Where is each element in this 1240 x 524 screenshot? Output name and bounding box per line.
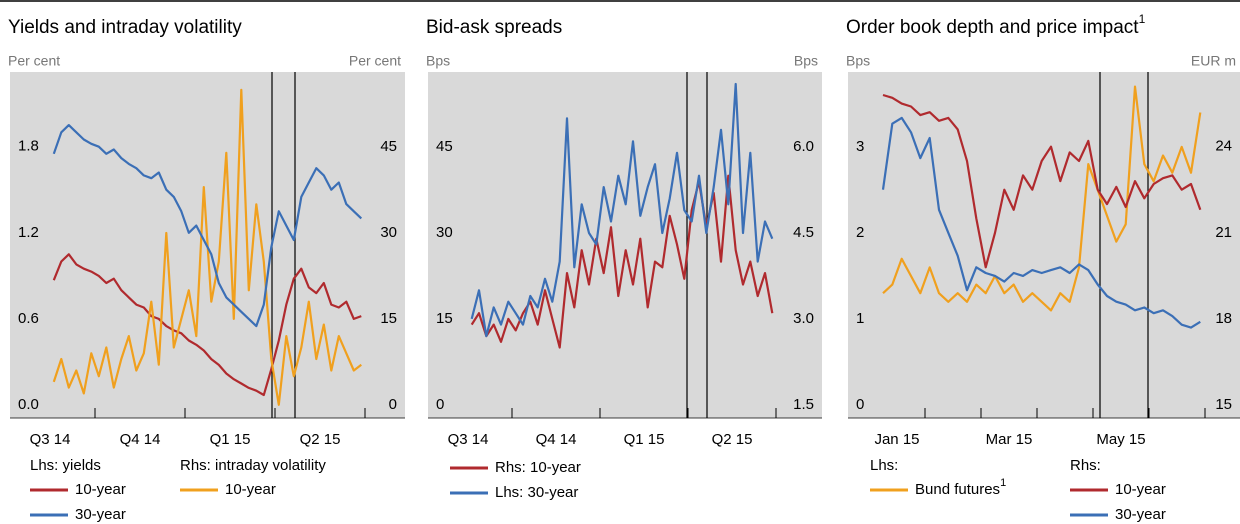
y2-tick-label: 6.0 xyxy=(793,138,814,155)
legend-label: Lhs: 30-year xyxy=(495,484,578,501)
plot-background xyxy=(428,72,822,418)
series-line xyxy=(882,85,1202,312)
x-tick-label: Jan 15 xyxy=(874,431,919,448)
x-tick-label: Q2 15 xyxy=(712,431,753,448)
y-tick-label: 2 xyxy=(856,224,864,241)
title-text: Order book depth and price impact xyxy=(846,17,1139,38)
x-tick-label: Q4 14 xyxy=(120,431,161,448)
x-tick-label: Mar 15 xyxy=(986,431,1033,448)
y2-tick-label: 1.5 xyxy=(793,396,814,413)
series-line xyxy=(52,88,362,406)
y2-tick-label: 0 xyxy=(389,396,397,413)
series-line xyxy=(470,174,774,349)
legend-title: Rhs: intraday volatility xyxy=(180,457,326,474)
y2-tick-label: 18 xyxy=(1215,310,1232,327)
left-axis-unit: Per cent xyxy=(8,53,60,69)
series-line xyxy=(882,93,1202,269)
x-tick-label: Q1 15 xyxy=(624,431,665,448)
legend-name: Bund futures xyxy=(915,481,1000,498)
chart-title: Yields and intraday volatility xyxy=(8,17,242,38)
left-axis-unit: Bps xyxy=(426,53,450,69)
y-tick-label: 3 xyxy=(856,138,864,155)
title-text: Yields and intraday volatility xyxy=(8,17,242,38)
series-line xyxy=(470,82,774,338)
chart-title: Order book depth and price impact1 xyxy=(846,12,1146,38)
right-axis-unit: EUR m xyxy=(1191,53,1236,69)
y-tick-label: 1.8 xyxy=(18,138,39,155)
y-tick-label: 30 xyxy=(436,224,453,241)
y2-tick-label: 4.5 xyxy=(793,224,814,241)
y2-tick-label: 30 xyxy=(380,224,397,241)
legend-label: Bund futures1 xyxy=(915,477,1006,498)
y2-tick-label: 3.0 xyxy=(793,310,814,327)
title-note: 1 xyxy=(1139,12,1146,26)
plot-background xyxy=(848,72,1240,418)
legend-name: Rhs: 10-year xyxy=(495,459,581,476)
legend-name: 30-year xyxy=(1115,506,1166,523)
legend-label: 10-year xyxy=(75,481,126,498)
y-tick-label: 15 xyxy=(436,310,453,327)
y-tick-label: 1 xyxy=(856,310,864,327)
left-axis-unit: Bps xyxy=(846,53,870,69)
series-line xyxy=(52,124,363,328)
legend-label: 30-year xyxy=(1115,506,1166,523)
y2-tick-label: 15 xyxy=(1215,396,1232,413)
y2-tick-label: 21 xyxy=(1215,224,1232,241)
series-line xyxy=(881,116,1201,329)
y-tick-label: 0.0 xyxy=(18,396,39,413)
series-line xyxy=(52,253,362,397)
legend-label: 10-year xyxy=(225,481,276,498)
y2-tick-label: 15 xyxy=(380,310,397,327)
legend-title: Lhs: yields xyxy=(30,457,101,474)
y-tick-label: 0 xyxy=(436,396,444,413)
x-tick-label: May 15 xyxy=(1096,431,1145,448)
legend-name: 10-year xyxy=(1115,481,1166,498)
x-tick-label: Q1 15 xyxy=(210,431,251,448)
legend-name: 30-year xyxy=(75,506,126,523)
legend-name: 10-year xyxy=(225,481,276,498)
legend-title: Rhs: xyxy=(1070,457,1101,474)
y2-tick-label: 24 xyxy=(1215,138,1232,155)
legend-title: Lhs: xyxy=(870,457,898,474)
y-tick-label: 45 xyxy=(436,138,453,155)
y-tick-label: 1.2 xyxy=(18,224,39,241)
title-text: Bid-ask spreads xyxy=(426,17,562,38)
legend-label: Rhs: 10-year xyxy=(495,459,581,476)
x-tick-label: Q3 14 xyxy=(448,431,489,448)
x-tick-label: Q2 15 xyxy=(300,431,341,448)
legend-label: 10-year xyxy=(1115,481,1166,498)
legend-label: 30-year xyxy=(75,506,126,523)
right-axis-unit: Bps xyxy=(794,53,818,69)
right-axis-unit: Per cent xyxy=(349,53,401,69)
y-tick-label: 0 xyxy=(856,396,864,413)
y2-tick-label: 45 xyxy=(380,138,397,155)
x-tick-label: Q3 14 xyxy=(30,431,71,448)
y-tick-label: 0.6 xyxy=(18,310,39,327)
legend-name: 10-year xyxy=(75,481,126,498)
x-tick-label: Q4 14 xyxy=(536,431,577,448)
chart-title: Bid-ask spreads xyxy=(426,17,562,38)
legend-note: 1 xyxy=(1000,477,1006,489)
legend-name: Lhs: 30-year xyxy=(495,484,578,501)
